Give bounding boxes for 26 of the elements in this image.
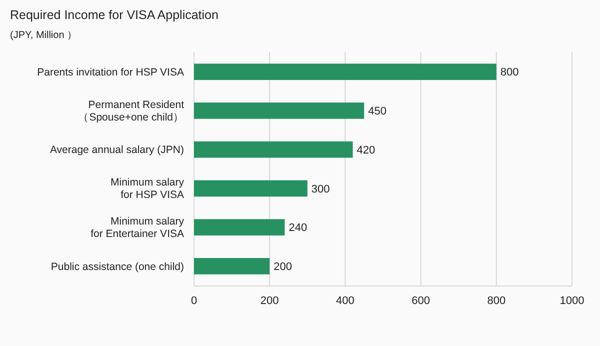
x-tick-label: 1000 <box>560 294 584 307</box>
data-label: 420 <box>356 144 376 156</box>
y-tick-label: Minimum salary for HSP VISA <box>110 176 185 202</box>
x-tick-label: 800 <box>487 294 506 307</box>
y-tick-label: Minimum salary for Entertainer VISA <box>90 215 185 240</box>
bar <box>194 219 285 236</box>
data-label: 800 <box>500 66 519 79</box>
data-label: 450 <box>368 106 386 118</box>
x-tick-label: 0 <box>190 294 198 307</box>
bar <box>194 141 353 158</box>
chart-title: Required Income for VISA Application <box>10 8 218 22</box>
y-tick-label: Parents invitation for HSP VISA <box>37 66 184 78</box>
bar <box>194 102 364 119</box>
y-tick-label: Public assistance (one child) <box>50 260 184 273</box>
bar <box>194 258 270 274</box>
data-label: 200 <box>274 261 292 274</box>
data-label: 240 <box>288 222 308 234</box>
text: (JPY, Million ） <box>10 30 78 41</box>
y-tick-label: Permanent Resident （Spouse+one child） <box>78 98 184 124</box>
x-tick-label: 400 <box>336 294 354 307</box>
x-tick-label: 600 <box>412 294 430 307</box>
y-tick-label: Average annual salary (JPN) <box>50 144 184 156</box>
x-tick-label: 200 <box>260 294 279 307</box>
bar <box>194 64 496 80</box>
bar <box>194 180 308 197</box>
data-label: 300 <box>311 183 330 196</box>
